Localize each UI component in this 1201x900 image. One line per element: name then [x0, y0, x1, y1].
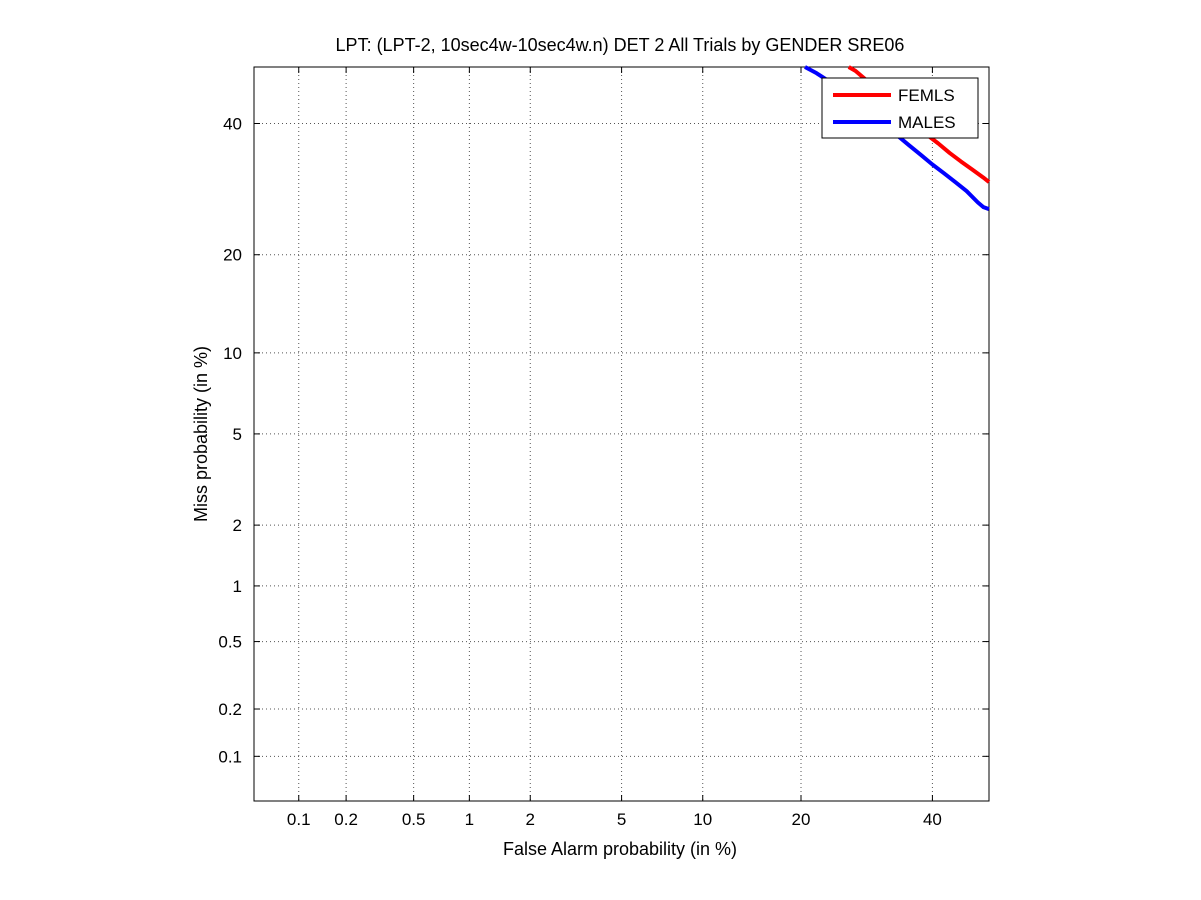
x-tick-label: 10	[693, 810, 712, 829]
chart-title: LPT: (LPT-2, 10sec4w-10sec4w.n) DET 2 Al…	[336, 35, 905, 55]
grid-lines	[254, 67, 989, 801]
x-tick-label: 1	[465, 810, 474, 829]
y-tick-label: 0.5	[218, 633, 242, 652]
x-tick-label: 0.2	[334, 810, 358, 829]
legend-box	[821, 77, 979, 139]
y-tick-label: 40	[223, 115, 242, 134]
x-tick-label: 20	[792, 810, 811, 829]
x-tick-label: 0.1	[287, 810, 311, 829]
y-axis-label: Miss probability (in %)	[191, 346, 211, 522]
legend-label-males: MALES	[898, 113, 956, 132]
axis-ticks: 0.1 0.2 0.5 1 2 5 10 20 40 0.1 0.2 0.5 1 2 5 10 20 40	[218, 67, 989, 829]
y-tick-label: 20	[223, 246, 242, 265]
x-tick-label: 5	[617, 810, 626, 829]
x-tick-label: 0.5	[402, 810, 426, 829]
y-tick-label: 2	[233, 516, 242, 535]
y-tick-label: 0.2	[218, 700, 242, 719]
x-tick-label: 2	[526, 810, 535, 829]
y-tick-label: 10	[223, 344, 242, 363]
x-tick-label: 40	[923, 810, 942, 829]
x-axis-label: False Alarm probability (in %)	[503, 839, 737, 859]
y-tick-label: 1	[233, 577, 242, 596]
legend: FEMLS MALES	[821, 77, 979, 139]
y-tick-label: 5	[233, 425, 242, 444]
y-tick-label: 0.1	[218, 747, 242, 766]
legend-label-femls: FEMLS	[898, 86, 955, 105]
